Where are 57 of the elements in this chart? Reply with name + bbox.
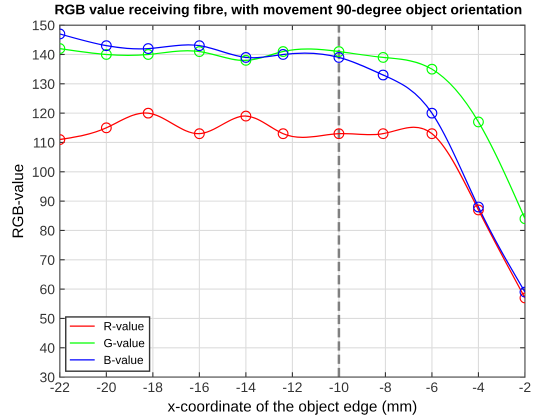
y-tick-label: 90 <box>40 196 54 206</box>
y-tick-label: 140 <box>32 50 54 60</box>
x-tick-label: -8 <box>380 382 391 392</box>
point <box>142 49 154 60</box>
point <box>194 40 205 52</box>
point <box>473 202 484 212</box>
point <box>333 46 344 57</box>
point <box>473 116 484 128</box>
point <box>473 204 484 216</box>
y-tick-label: 30 <box>40 372 54 382</box>
point <box>240 54 252 66</box>
x-tick-label: -14 <box>236 382 256 392</box>
legend-label: G-value <box>104 338 144 348</box>
point <box>240 52 252 63</box>
y-tick-label: 110 <box>34 138 54 148</box>
point <box>278 128 289 140</box>
y-tick-label: 70 <box>40 255 54 265</box>
y-tick-label: 50 <box>40 314 54 324</box>
y-tick-label: 80 <box>40 226 54 236</box>
point <box>378 52 389 63</box>
x-tick-label: -18 <box>143 382 162 392</box>
point <box>333 52 344 63</box>
point <box>378 128 389 140</box>
x-tick-label: -22 <box>50 382 70 392</box>
y-axis-title: RGB-value <box>12 164 24 238</box>
chart-title: RGB value receiving fibre, with movement 90-degree object orientation <box>55 4 522 18</box>
x-axis-title: x-coordinate of the object edge (mm) <box>168 400 416 415</box>
legend-label: R-value <box>104 322 144 330</box>
legend-label: B-value <box>104 355 144 364</box>
point <box>333 128 344 140</box>
x-tick-label: -6 <box>426 382 438 392</box>
y-tick-label: 120 <box>32 108 54 118</box>
x-tick-label: -4 <box>472 382 484 392</box>
point <box>142 108 154 119</box>
y-tick-label: 150 <box>32 20 54 30</box>
x-tick-label: -10 <box>329 382 348 392</box>
x-tick-label: -16 <box>190 382 209 392</box>
y-tick-label: 40 <box>40 343 54 353</box>
y-tick-label: 130 <box>32 79 54 89</box>
point <box>142 43 154 54</box>
point <box>426 64 438 75</box>
point <box>426 108 438 119</box>
point <box>100 122 112 134</box>
y-tick-label: 100 <box>32 167 54 177</box>
point <box>194 128 205 140</box>
point <box>426 128 438 140</box>
point <box>378 70 389 80</box>
x-tick-label: -20 <box>96 382 116 392</box>
point <box>100 49 112 60</box>
point <box>100 40 112 52</box>
point <box>278 49 289 60</box>
x-tick-label: -12 <box>282 382 302 392</box>
x-tick-label: -2 <box>519 382 530 392</box>
point <box>240 110 252 122</box>
point <box>278 46 289 57</box>
y-tick-label: 60 <box>40 284 54 294</box>
point <box>194 46 205 57</box>
